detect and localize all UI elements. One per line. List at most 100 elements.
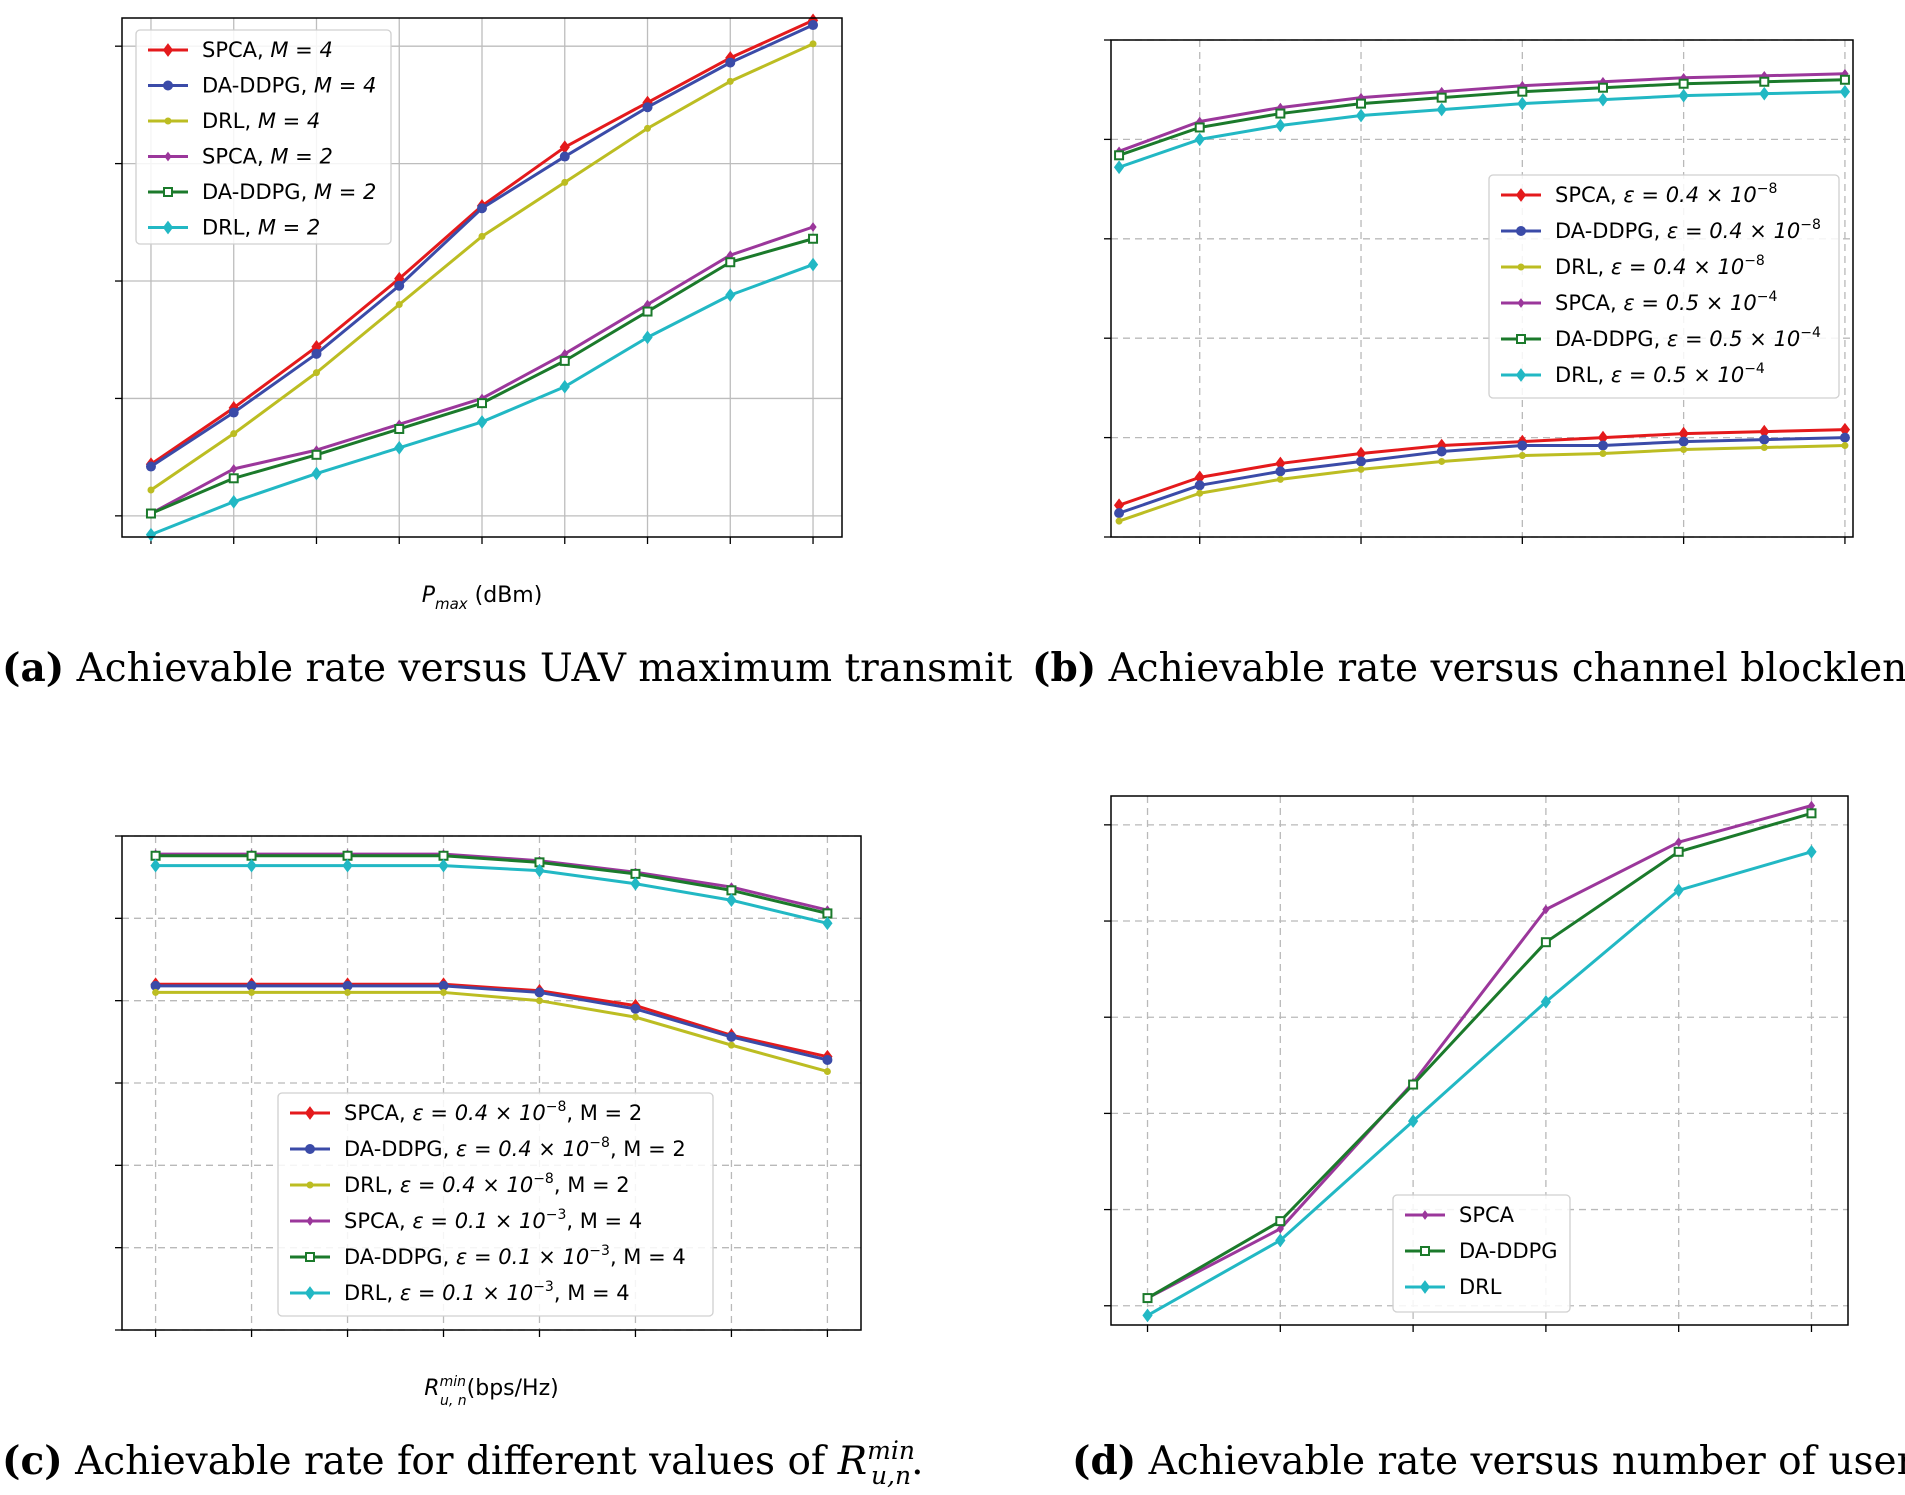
x-axis-label: Pmax (dBm) bbox=[422, 583, 543, 613]
data-point bbox=[726, 1031, 737, 1042]
data-point bbox=[477, 203, 487, 214]
legend-entry: SPCA, ε = 0.1 × 10−3, M = 4 bbox=[290, 1207, 642, 1233]
series-daddpg-4 bbox=[1114, 74, 1850, 161]
axes-frame bbox=[121, 17, 843, 538]
legend-label: DRL, ε = 0.4 × 10−8 bbox=[1555, 253, 1765, 279]
data-point bbox=[394, 280, 405, 291]
series-spca-0 bbox=[1113, 422, 1851, 513]
series-line bbox=[155, 982, 828, 1059]
legend-marker bbox=[1516, 226, 1526, 236]
data-point bbox=[1436, 446, 1447, 457]
legend-label: SPCA, ε = 0.4 × 10−8, M = 2 bbox=[344, 1099, 642, 1125]
legend-marker bbox=[1516, 334, 1526, 344]
data-point bbox=[1436, 102, 1447, 117]
legend-entry: SPCA, M = 4 bbox=[148, 38, 333, 62]
legend-label: DRL, M = 2 bbox=[202, 216, 320, 240]
legend-marker bbox=[163, 80, 173, 91]
legend-label: DRL, ε = 0.1 × 10−3, M = 4 bbox=[344, 1279, 630, 1305]
data-point bbox=[1194, 132, 1205, 147]
data-point bbox=[559, 379, 570, 394]
data-point bbox=[809, 222, 817, 232]
data-point bbox=[1114, 508, 1125, 519]
data-point bbox=[150, 850, 161, 861]
series-line bbox=[155, 864, 828, 925]
data-point bbox=[631, 1013, 639, 1021]
legend-label: DRL, M = 4 bbox=[202, 109, 320, 133]
data-point bbox=[1673, 883, 1684, 898]
legend-label: SPCA, ε = 0.5 × 10−4 bbox=[1555, 289, 1777, 315]
legend-label: DA-DDPG, M = 2 bbox=[202, 180, 376, 204]
series-daddpg-1 bbox=[145, 20, 819, 472]
legend-marker bbox=[305, 1144, 315, 1154]
legend-marker bbox=[305, 1252, 315, 1262]
legend-entry: DA-DDPG, ε = 0.5 × 10−4 bbox=[1501, 325, 1821, 351]
data-point bbox=[230, 464, 238, 474]
legend-label: DRL, ε = 0.4 × 10−8, M = 2 bbox=[344, 1171, 630, 1197]
series-line bbox=[1118, 72, 1845, 153]
data-point bbox=[1356, 98, 1367, 109]
legend-label: DA-DDPG, ε = 0.4 × 10−8, M = 2 bbox=[344, 1135, 686, 1161]
data-point bbox=[644, 124, 652, 132]
legend: SPCA, M = 4 DA-DDPG, M = 4 DRL, M = 4 SPCA,… bbox=[135, 29, 392, 245]
data-point bbox=[726, 77, 734, 85]
data-point bbox=[1678, 436, 1689, 447]
series-line bbox=[155, 990, 828, 1073]
series-line bbox=[1118, 444, 1845, 523]
legend-label: SPCA, M = 4 bbox=[202, 38, 333, 62]
data-point bbox=[1759, 86, 1770, 101]
legend-marker bbox=[164, 117, 172, 125]
data-point bbox=[1597, 92, 1609, 107]
data-point bbox=[248, 988, 256, 996]
data-point bbox=[150, 858, 161, 873]
series-line bbox=[1118, 436, 1845, 515]
data-point bbox=[822, 916, 833, 931]
data-point bbox=[145, 461, 156, 472]
series-drl-5 bbox=[150, 858, 833, 931]
data-point bbox=[228, 473, 239, 484]
data-point bbox=[1678, 78, 1689, 89]
series-daddpg-1 bbox=[150, 980, 833, 1065]
data-point bbox=[1839, 432, 1850, 443]
data-point bbox=[1436, 92, 1447, 103]
data-point bbox=[1540, 937, 1551, 948]
series-drl-2 bbox=[152, 988, 831, 1075]
legend-entry: DA-DDPG, M = 4 bbox=[148, 74, 376, 98]
data-point bbox=[1542, 904, 1550, 915]
legend-marker bbox=[1517, 263, 1525, 271]
series-drl-2 bbox=[147, 40, 817, 494]
caption-c: (c) Achievable rate for different values… bbox=[2, 1436, 924, 1490]
legend-entry: SPCA, ε = 0.4 × 10−8 bbox=[1501, 181, 1777, 207]
series-line bbox=[155, 852, 828, 912]
series-daddpg-1 bbox=[1114, 432, 1850, 519]
legend-entry: DRL, M = 4 bbox=[148, 109, 320, 133]
legend-box bbox=[277, 1092, 714, 1317]
legend-marker bbox=[163, 187, 173, 197]
series-drl-2 bbox=[1142, 844, 1817, 1323]
legend: SPCA, ε = 0.4 × 10−8, M = 2 DA-DDPG, ε = … bbox=[277, 1092, 714, 1317]
data-point bbox=[1597, 440, 1608, 451]
data-point bbox=[1408, 1079, 1419, 1090]
caption-d: (d) Achievable rate versus number of use… bbox=[1072, 1438, 1905, 1484]
data-point bbox=[1599, 450, 1607, 458]
legend-box bbox=[1392, 1194, 1571, 1313]
series-line bbox=[1118, 428, 1845, 507]
legend-marker bbox=[1515, 368, 1527, 382]
legend-marker bbox=[1421, 1210, 1429, 1220]
data-point bbox=[1540, 994, 1552, 1009]
legend-entry: DRL, ε = 0.1 × 10−3, M = 4 bbox=[290, 1279, 630, 1305]
data-point bbox=[1114, 150, 1125, 161]
data-point bbox=[1675, 837, 1683, 848]
data-point bbox=[438, 850, 449, 861]
data-point bbox=[145, 527, 157, 542]
data-point bbox=[1196, 489, 1204, 497]
data-point bbox=[559, 140, 570, 154]
legend-label: SPCA, ε = 0.4 × 10−8 bbox=[1555, 181, 1777, 207]
data-point bbox=[1759, 434, 1770, 445]
data-point bbox=[1673, 846, 1684, 857]
axes-frame bbox=[121, 835, 862, 1331]
data-point bbox=[1806, 808, 1817, 819]
data-point bbox=[809, 40, 817, 48]
data-point bbox=[1275, 1233, 1286, 1248]
series-drl-5 bbox=[145, 257, 819, 542]
data-point bbox=[642, 330, 653, 345]
